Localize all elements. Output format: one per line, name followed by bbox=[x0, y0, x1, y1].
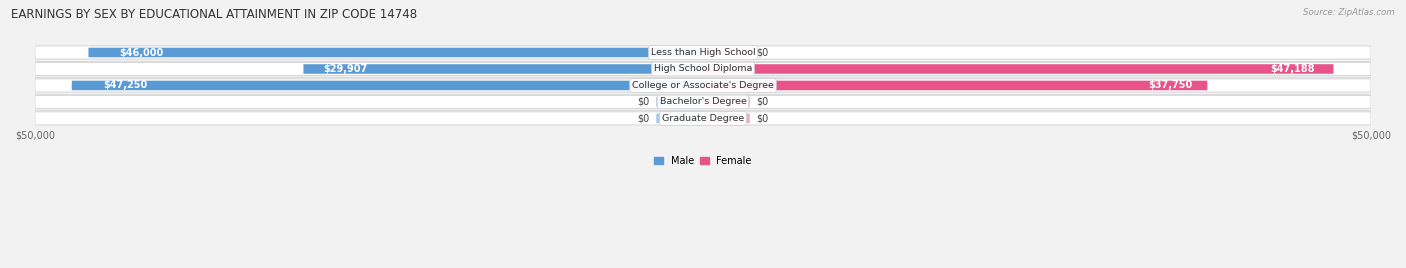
FancyBboxPatch shape bbox=[89, 48, 703, 57]
FancyBboxPatch shape bbox=[703, 81, 1208, 90]
FancyBboxPatch shape bbox=[304, 64, 703, 74]
Text: $47,250: $47,250 bbox=[103, 80, 148, 91]
Text: $0: $0 bbox=[756, 47, 769, 58]
Text: Bachelor's Degree: Bachelor's Degree bbox=[659, 98, 747, 106]
Legend: Male, Female: Male, Female bbox=[651, 152, 755, 170]
FancyBboxPatch shape bbox=[703, 48, 749, 57]
Text: $0: $0 bbox=[756, 113, 769, 123]
Text: Less than High School: Less than High School bbox=[651, 48, 755, 57]
FancyBboxPatch shape bbox=[35, 46, 1371, 59]
Text: $37,750: $37,750 bbox=[1147, 80, 1192, 91]
FancyBboxPatch shape bbox=[657, 97, 703, 107]
Text: High School Diploma: High School Diploma bbox=[654, 65, 752, 73]
Text: $0: $0 bbox=[637, 113, 650, 123]
Text: $0: $0 bbox=[756, 97, 769, 107]
FancyBboxPatch shape bbox=[657, 114, 703, 123]
FancyBboxPatch shape bbox=[35, 79, 1371, 92]
Text: Graduate Degree: Graduate Degree bbox=[662, 114, 744, 123]
FancyBboxPatch shape bbox=[703, 97, 749, 107]
FancyBboxPatch shape bbox=[35, 112, 1371, 125]
Text: EARNINGS BY SEX BY EDUCATIONAL ATTAINMENT IN ZIP CODE 14748: EARNINGS BY SEX BY EDUCATIONAL ATTAINMEN… bbox=[11, 8, 418, 21]
Text: $46,000: $46,000 bbox=[120, 47, 163, 58]
Text: $0: $0 bbox=[637, 97, 650, 107]
FancyBboxPatch shape bbox=[703, 114, 749, 123]
FancyBboxPatch shape bbox=[703, 64, 1333, 74]
FancyBboxPatch shape bbox=[72, 81, 703, 90]
FancyBboxPatch shape bbox=[35, 95, 1371, 109]
FancyBboxPatch shape bbox=[35, 62, 1371, 76]
Text: Source: ZipAtlas.com: Source: ZipAtlas.com bbox=[1303, 8, 1395, 17]
Text: $29,907: $29,907 bbox=[323, 64, 368, 74]
Text: $47,188: $47,188 bbox=[1270, 64, 1315, 74]
Text: College or Associate's Degree: College or Associate's Degree bbox=[633, 81, 773, 90]
